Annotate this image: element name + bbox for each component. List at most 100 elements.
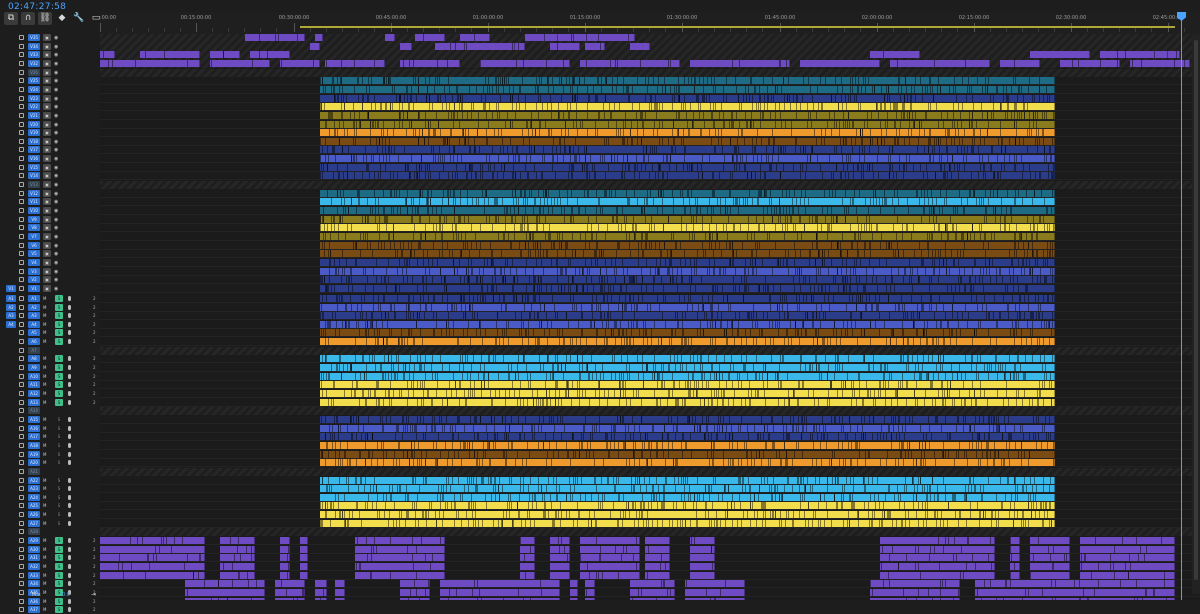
edit-point[interactable]: [581, 312, 582, 319]
edit-point[interactable]: [923, 207, 924, 214]
edit-point[interactable]: [645, 321, 646, 328]
edit-point[interactable]: [1030, 172, 1031, 179]
edit-point[interactable]: [759, 224, 760, 231]
edit-point[interactable]: [565, 242, 566, 249]
edit-point[interactable]: [415, 207, 416, 214]
edit-point[interactable]: [540, 250, 541, 257]
edit-point[interactable]: [569, 77, 570, 84]
edit-point[interactable]: [872, 164, 873, 171]
edit-point[interactable]: [551, 198, 552, 205]
edit-point[interactable]: [418, 86, 419, 93]
edit-point[interactable]: [1021, 86, 1022, 93]
edit-point[interactable]: [1014, 112, 1015, 119]
microphone-icon[interactable]: [68, 573, 71, 578]
edit-point[interactable]: [1052, 172, 1053, 179]
edit-point[interactable]: [821, 224, 822, 231]
edit-point[interactable]: [730, 138, 731, 145]
lock-icon[interactable]: [19, 173, 24, 178]
edit-point[interactable]: [555, 312, 556, 319]
lock-icon[interactable]: [19, 529, 24, 534]
edit-point[interactable]: [645, 77, 646, 84]
edit-point[interactable]: [720, 207, 721, 214]
edit-point[interactable]: [443, 164, 444, 171]
edit-point[interactable]: [686, 338, 687, 345]
edit-point[interactable]: [604, 138, 605, 145]
solo-button[interactable]: S: [55, 563, 63, 570]
edit-point[interactable]: [829, 304, 830, 311]
edit-point[interactable]: [717, 233, 718, 240]
edit-point[interactable]: [818, 329, 819, 336]
edit-point[interactable]: [369, 355, 370, 362]
edit-point[interactable]: [603, 103, 604, 110]
edit-point[interactable]: [617, 77, 618, 84]
edit-point[interactable]: [996, 268, 997, 275]
edit-point[interactable]: [351, 155, 352, 162]
edit-point[interactable]: [551, 285, 552, 292]
edit-point[interactable]: [633, 224, 634, 231]
eye-icon[interactable]: ◉: [54, 61, 58, 67]
edit-point[interactable]: [665, 295, 666, 302]
edit-point[interactable]: [553, 138, 554, 145]
edit-point[interactable]: [430, 172, 431, 179]
edit-point[interactable]: [531, 112, 532, 119]
edit-point[interactable]: [472, 198, 473, 205]
edit-point[interactable]: [557, 43, 558, 50]
edit-point[interactable]: [893, 172, 894, 179]
source-patch-a3[interactable]: A3: [6, 312, 16, 319]
edit-point[interactable]: [580, 121, 581, 128]
edit-point[interactable]: [769, 295, 770, 302]
clip[interactable]: [320, 146, 1055, 153]
edit-point[interactable]: [712, 312, 713, 319]
clip[interactable]: [210, 60, 270, 67]
edit-point[interactable]: [1013, 268, 1014, 275]
edit-point[interactable]: [379, 216, 380, 223]
edit-point[interactable]: [599, 276, 600, 283]
edit-point[interactable]: [583, 268, 584, 275]
edit-point[interactable]: [455, 43, 456, 50]
edit-point[interactable]: [748, 268, 749, 275]
edit-point[interactable]: [734, 164, 735, 171]
edit-point[interactable]: [1026, 259, 1027, 266]
solo-button[interactable]: S: [55, 502, 63, 509]
edit-point[interactable]: [414, 338, 415, 345]
edit-point[interactable]: [322, 355, 323, 362]
edit-point[interactable]: [608, 304, 609, 311]
edit-point[interactable]: [587, 190, 588, 197]
edit-point[interactable]: [458, 95, 459, 102]
edit-point[interactable]: [739, 60, 740, 67]
lock-icon[interactable]: [19, 521, 24, 526]
edit-point[interactable]: [399, 190, 400, 197]
sync-lock-icon[interactable]: ▣: [43, 198, 51, 205]
edit-point[interactable]: [356, 242, 357, 249]
edit-point[interactable]: [914, 86, 915, 93]
edit-point[interactable]: [413, 60, 414, 67]
edit-point[interactable]: [729, 190, 730, 197]
edit-point[interactable]: [1038, 312, 1039, 319]
edit-point[interactable]: [587, 224, 588, 231]
edit-point[interactable]: [385, 312, 386, 319]
edit-point[interactable]: [500, 146, 501, 153]
edit-point[interactable]: [1054, 121, 1055, 128]
mute-button[interactable]: M: [43, 477, 46, 484]
edit-point[interactable]: [320, 216, 321, 223]
edit-point[interactable]: [677, 268, 678, 275]
edit-point[interactable]: [669, 364, 670, 371]
edit-point[interactable]: [600, 155, 601, 162]
edit-point[interactable]: [534, 198, 535, 205]
edit-point[interactable]: [461, 250, 462, 257]
edit-point[interactable]: [683, 198, 684, 205]
edit-point[interactable]: [879, 60, 880, 67]
edit-point[interactable]: [1014, 242, 1015, 249]
edit-point[interactable]: [756, 268, 757, 275]
edit-point[interactable]: [489, 103, 490, 110]
edit-point[interactable]: [745, 259, 746, 266]
edit-point[interactable]: [561, 242, 562, 249]
edit-point[interactable]: [885, 198, 886, 205]
edit-point[interactable]: [684, 77, 685, 84]
edit-point[interactable]: [793, 224, 794, 231]
edit-point[interactable]: [965, 60, 966, 67]
edit-point[interactable]: [583, 285, 584, 292]
edit-point[interactable]: [508, 77, 509, 84]
edit-point[interactable]: [536, 103, 537, 110]
edit-point[interactable]: [976, 295, 977, 302]
